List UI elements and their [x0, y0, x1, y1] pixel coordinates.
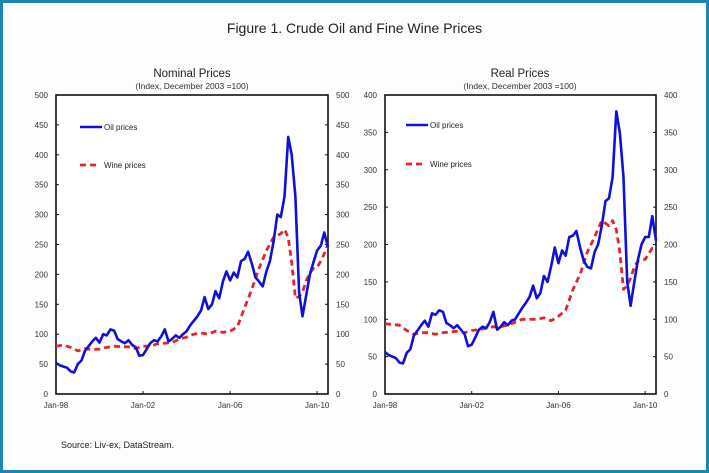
x-tick-label: Jan-06: [546, 401, 571, 410]
chart-title: Nominal Prices: [153, 68, 231, 80]
y-tick-label-right: 350: [664, 128, 678, 137]
source-note: Source: Liv-ex, DataStream.: [61, 440, 175, 450]
legend-oil-label: Oil prices: [104, 123, 137, 132]
x-tick-label: Jan-98: [373, 401, 398, 410]
y-tick-label-right: 500: [336, 91, 350, 100]
y-tick-label-right: 300: [336, 211, 350, 220]
x-tick-label: Jan-10: [305, 401, 330, 410]
y-tick-label-right: 450: [336, 121, 350, 130]
y-tick-label-left: 0: [373, 390, 378, 399]
x-tick-label: Jan-06: [218, 401, 243, 410]
y-tick-label-right: 250: [336, 241, 350, 250]
wine-prices-line: [384, 219, 656, 336]
y-tick-label-right: 200: [336, 270, 350, 279]
y-tick-label-left: 0: [44, 390, 49, 399]
y-tick-label-right: 100: [664, 315, 678, 324]
y-tick-label-left: 50: [39, 360, 48, 369]
real-prices-chart: Real Prices (Index, December 2003 =100) …: [364, 68, 678, 410]
y-tick-label-right: 350: [336, 181, 350, 190]
y-tick-label-right: 300: [664, 166, 678, 175]
y-tick-label-right: 50: [336, 360, 345, 369]
y-tick-label-left: 500: [35, 91, 49, 100]
x-tick-label: Jan-02: [459, 401, 484, 410]
y-tick-label-left: 350: [35, 181, 49, 190]
y-tick-label-left: 250: [35, 241, 49, 250]
y-tick-label-right: 150: [336, 300, 350, 309]
y-tick-label-right: 400: [664, 91, 678, 100]
y-tick-label-left: 50: [368, 353, 377, 362]
legend-oil-label: Oil prices: [430, 121, 463, 130]
x-tick-label: Jan-10: [633, 401, 658, 410]
x-tick-label: Jan-98: [44, 401, 69, 410]
legend-wine-label: Wine prices: [104, 161, 146, 170]
y-tick-label-right: 0: [336, 390, 341, 399]
y-tick-label-left: 200: [364, 241, 378, 250]
y-tick-label-right: 50: [664, 353, 673, 362]
y-tick-label-left: 350: [364, 128, 378, 137]
oil-prices-line: [384, 110, 658, 365]
figure-title: Figure 1. Crude Oil and Fine Wine Prices: [226, 20, 483, 36]
y-tick-label-left: 250: [364, 203, 378, 212]
x-tick-label: Jan-02: [131, 401, 156, 410]
nominal-prices-chart: Nominal Prices (Index, December 2003 =10…: [35, 68, 350, 410]
chart-title: Real Prices: [491, 68, 550, 80]
y-tick-label-left: 300: [35, 211, 49, 220]
y-tick-label-left: 100: [35, 330, 49, 339]
oil-prices-line: [55, 135, 330, 374]
y-tick-label-right: 250: [664, 203, 678, 212]
y-tick-label-left: 300: [364, 166, 378, 175]
y-tick-label-left: 450: [35, 121, 49, 130]
y-tick-label-left: 150: [364, 278, 378, 287]
y-tick-label-left: 200: [35, 270, 49, 279]
y-tick-label-left: 400: [35, 151, 49, 160]
y-tick-label-left: 100: [364, 315, 378, 324]
chart-subtitle: (Index, December 2003 =100): [463, 81, 576, 91]
y-tick-label-right: 400: [336, 151, 350, 160]
chart-subtitle: (Index, December 2003 =100): [135, 81, 248, 91]
plot-frame: [55, 94, 329, 395]
y-tick-label-right: 200: [664, 241, 678, 250]
y-tick-label-right: 100: [336, 330, 350, 339]
y-tick-label-right: 0: [664, 390, 669, 399]
y-tick-label-right: 150: [664, 278, 678, 287]
y-tick-label-left: 150: [35, 300, 49, 309]
plot-frame: [384, 94, 657, 395]
wine-prices-line: [55, 228, 330, 353]
y-tick-label-left: 400: [364, 91, 378, 100]
legend-wine-label: Wine prices: [430, 160, 472, 169]
